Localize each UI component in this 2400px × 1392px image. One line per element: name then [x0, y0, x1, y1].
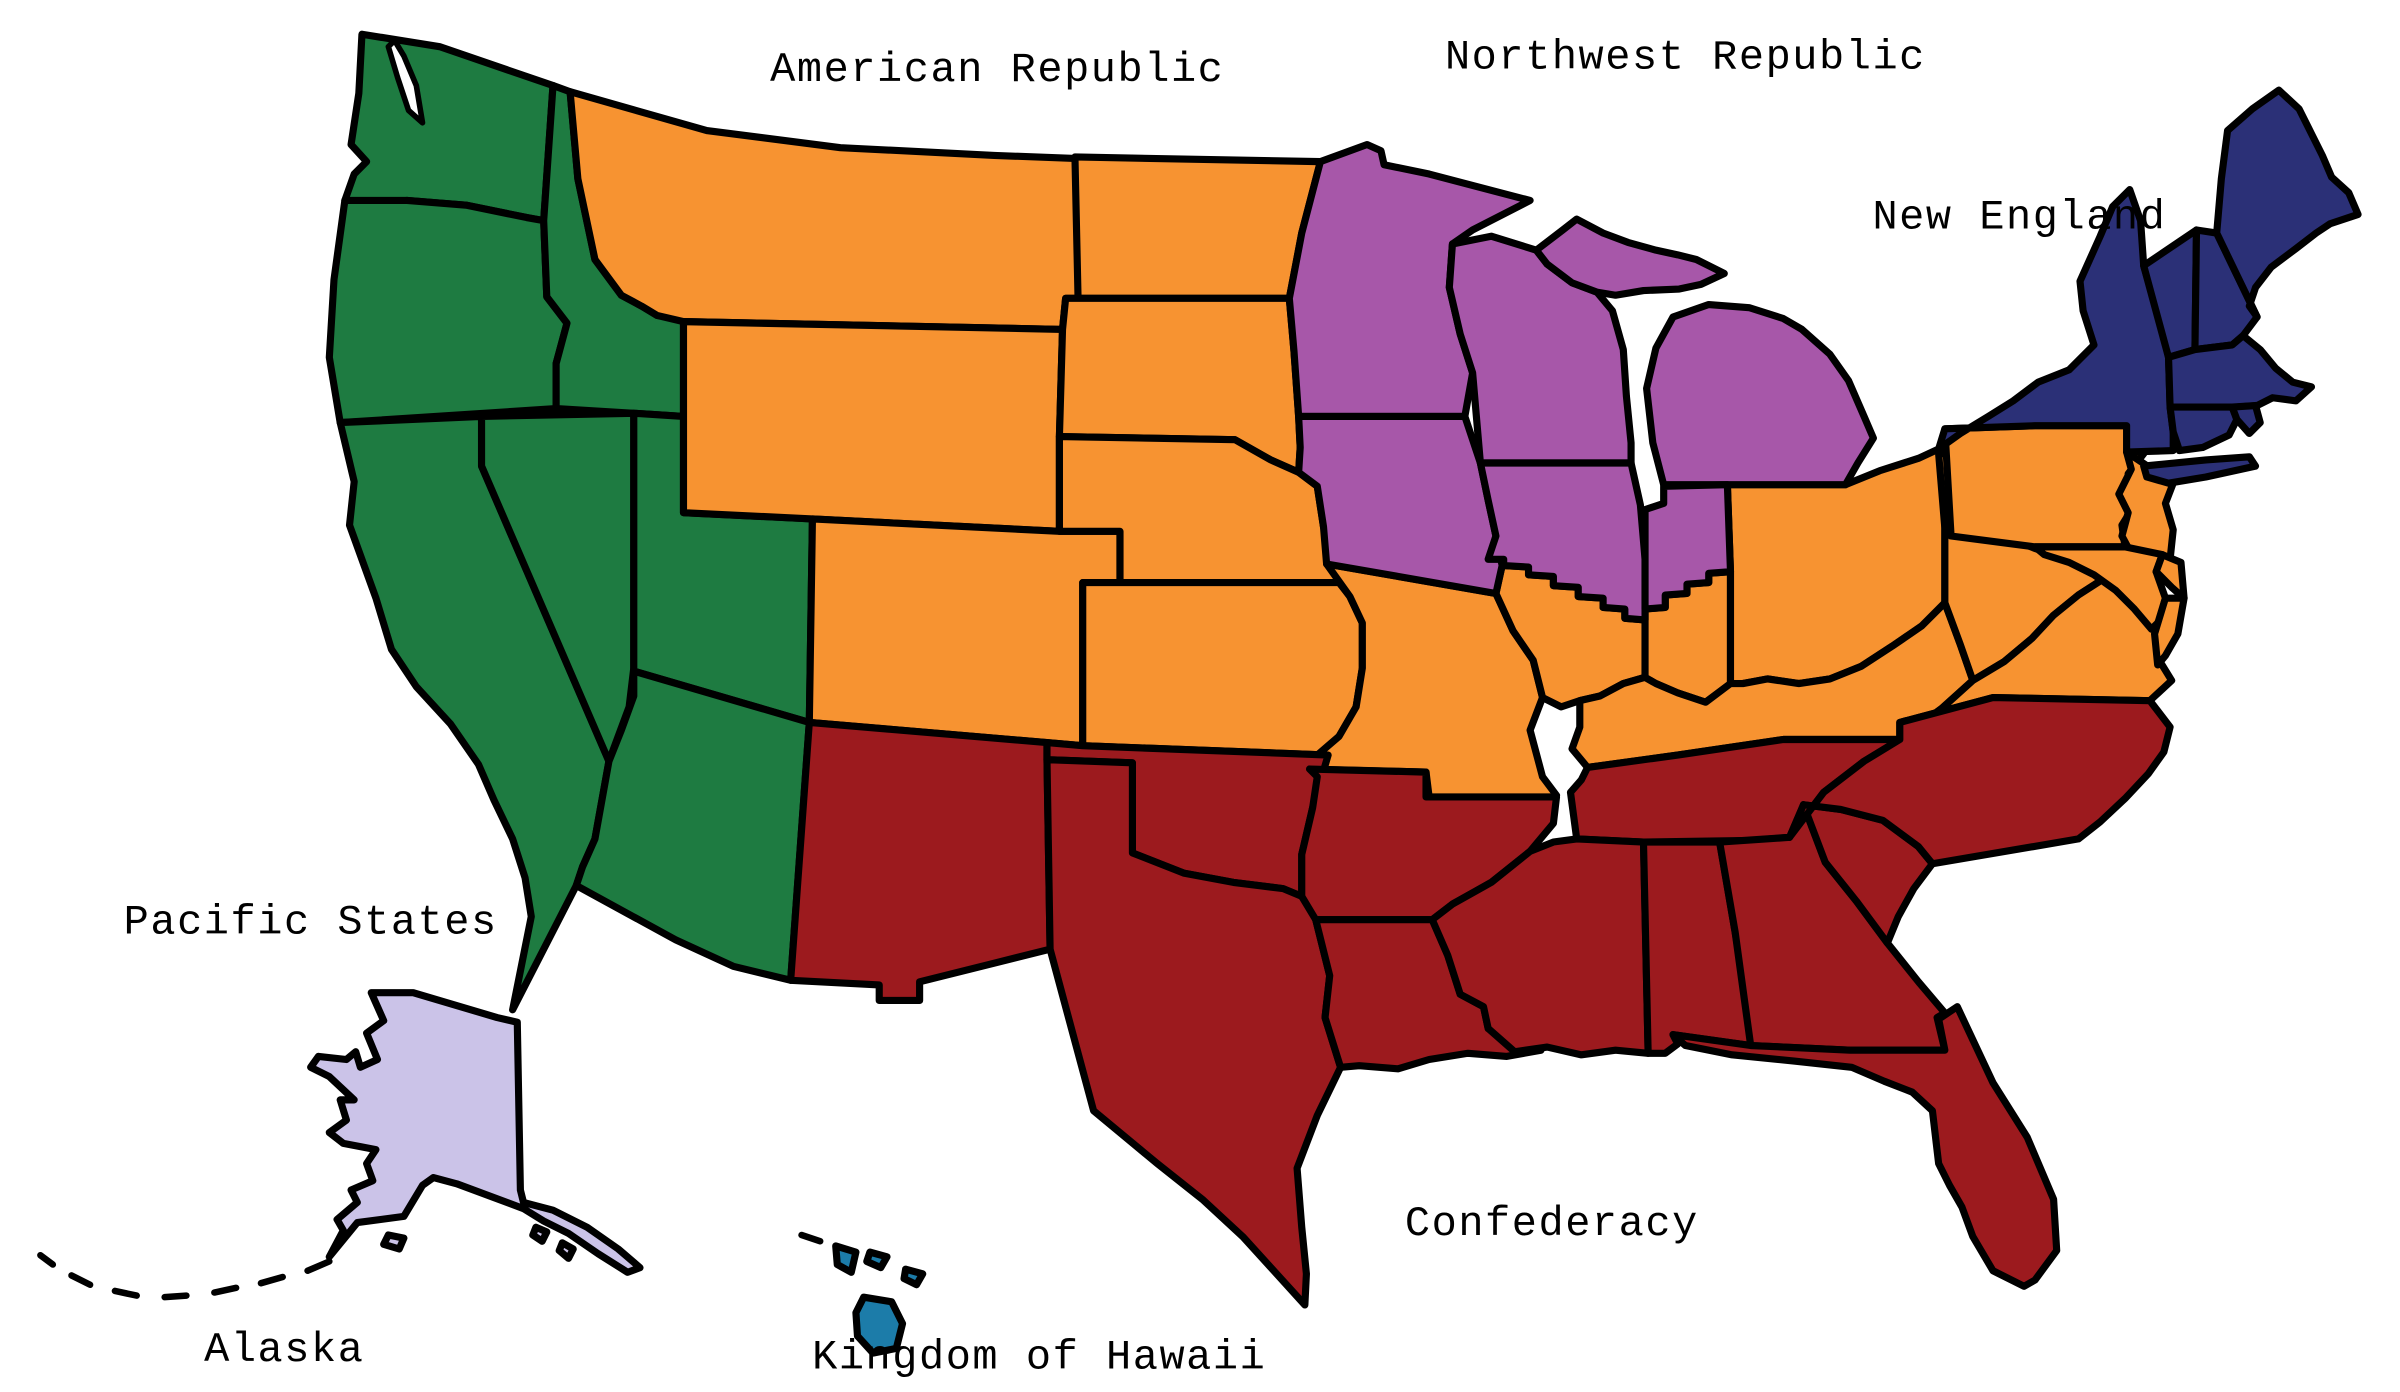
state-michigan-upper-peninsula[interactable] [1532, 215, 1728, 299]
region-pacific-states [325, 30, 816, 1014]
state-delmarva-shore[interactable] [2150, 594, 2188, 669]
new-england-label: New England [1872, 193, 2166, 241]
state-michigan[interactable] [1643, 300, 1877, 489]
state-maui[interactable] [900, 1265, 927, 1289]
state-iowa[interactable] [1295, 412, 1506, 598]
confederacy-label: Confederacy [1405, 1200, 1699, 1248]
state-pennsylvania[interactable] [1941, 422, 2148, 551]
state-colorado[interactable] [805, 515, 1124, 750]
alaska-label: Alaska [204, 1326, 364, 1374]
state-kodiak-island[interactable] [380, 1231, 408, 1253]
state-florida[interactable] [1669, 1003, 2061, 1290]
state-connecticut[interactable] [2166, 403, 2241, 455]
northwest-republic-label: Northwest Republic [1445, 33, 1926, 81]
state-delaware[interactable] [2152, 551, 2188, 602]
region-kingdom-of-hawaii [832, 1242, 927, 1357]
pacific-states-label: Pacific States [124, 899, 498, 947]
island-dash-5 [68, 1272, 94, 1288]
island-dash-2 [211, 1284, 240, 1296]
island-dash-1 [257, 1273, 286, 1287]
state-oregon[interactable] [325, 196, 571, 427]
state-kansas[interactable] [1079, 579, 1366, 759]
state-washington[interactable] [341, 30, 557, 225]
american-republic-label: American Republic [770, 46, 1224, 94]
state-new-mexico[interactable] [787, 718, 1054, 1005]
region-alaska [307, 989, 644, 1276]
state-maine[interactable] [2213, 86, 2362, 321]
state-new-york[interactable] [1935, 186, 2177, 456]
region-american-republic [566, 88, 2188, 804]
state-hawaii-big-island[interactable] [852, 1293, 907, 1357]
state-kauai[interactable] [832, 1242, 860, 1276]
state-alaska-mainland[interactable] [307, 989, 644, 1276]
state-oahu[interactable] [863, 1248, 891, 1272]
region-confederacy [787, 693, 2174, 1309]
island-dash-4 [111, 1287, 140, 1299]
state-wyoming[interactable] [679, 318, 1067, 535]
island-dash-6 [37, 1251, 57, 1268]
region-new-england [1935, 86, 2362, 487]
state-panhandle-islet-1[interactable] [529, 1223, 551, 1245]
state-rhode-island[interactable] [2228, 401, 2264, 438]
state-north-carolina[interactable] [1785, 693, 2174, 868]
state-panhandle-islet-2[interactable] [555, 1239, 577, 1262]
kingdom-of-hawaii-label: Kingdom of Hawaii [812, 1334, 1266, 1382]
island-dash-0 [304, 1258, 333, 1275]
state-montana[interactable] [566, 88, 1082, 333]
island-dash-7 [798, 1231, 824, 1245]
state-long-island[interactable] [2140, 453, 2260, 487]
state-mississippi[interactable] [1428, 835, 1652, 1059]
puget-sound [385, 37, 426, 126]
state-north-dakota[interactable] [1071, 153, 1324, 302]
island-dash-3 [161, 1292, 190, 1301]
state-indiana-north[interactable] [1641, 481, 1735, 613]
region-northwest-republic [1285, 140, 1877, 624]
